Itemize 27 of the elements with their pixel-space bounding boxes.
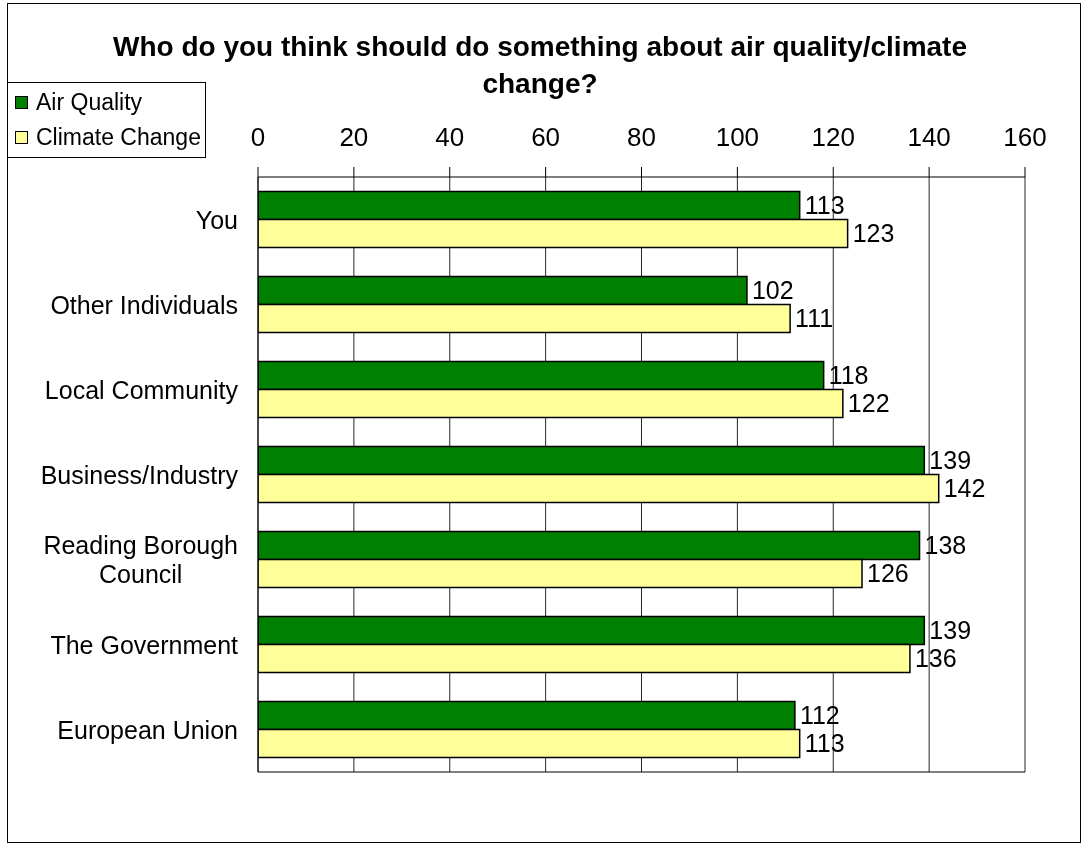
x-tick-label: 0	[250, 122, 266, 152]
y-tick-label: You	[195, 205, 238, 234]
y-tick-label: The Government	[50, 630, 239, 659]
data-label: 102	[751, 276, 794, 305]
y-tick-label: European Union	[57, 715, 239, 744]
data-label: 126	[867, 559, 909, 588]
x-tick-label: 120	[811, 122, 855, 152]
y-tick-label: Business/Industry	[40, 460, 239, 489]
data-label: 136	[914, 644, 957, 673]
data-label: 142	[943, 474, 986, 503]
y-tick-label: Other Individuals	[50, 290, 239, 319]
legend-label: Climate Change	[36, 123, 201, 152]
data-label: 139	[929, 446, 972, 475]
y-tick-label: Reading Borough Council	[43, 531, 238, 588]
x-tick-label: 100	[715, 122, 760, 152]
data-label: 139	[929, 616, 972, 645]
x-tick-label: 40	[435, 122, 465, 152]
x-tick-label: 80	[627, 122, 656, 152]
data-label: 123	[852, 219, 895, 248]
x-tick-label: 140	[907, 122, 951, 152]
data-label: 122	[847, 389, 890, 418]
data-label: 111	[795, 304, 834, 333]
data-label: 138	[924, 531, 967, 560]
x-tick-label: 60	[531, 122, 561, 152]
x-tick-label: 20	[339, 122, 369, 152]
y-tick-label: Local Community	[44, 375, 239, 404]
x-tick-label: 160	[1003, 122, 1047, 152]
